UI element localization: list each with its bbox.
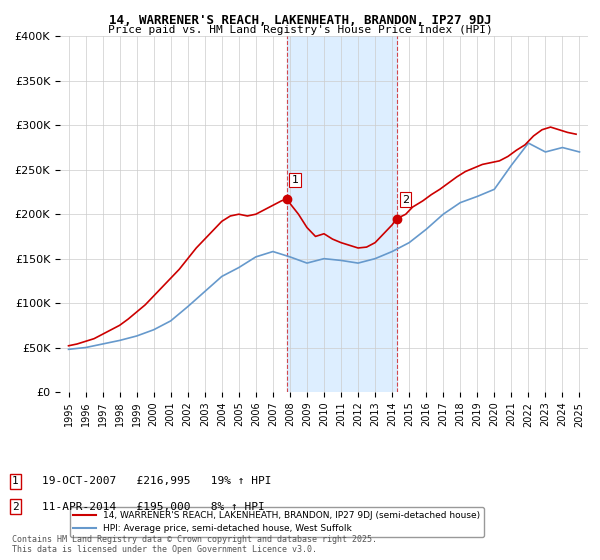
Text: 1: 1 bbox=[292, 175, 299, 185]
Text: 11-APR-2014   £195,000   8% ↑ HPI: 11-APR-2014 £195,000 8% ↑ HPI bbox=[42, 502, 265, 512]
Text: 1: 1 bbox=[12, 477, 19, 487]
Text: 2: 2 bbox=[402, 195, 409, 204]
Text: Contains HM Land Registry data © Crown copyright and database right 2025.
This d: Contains HM Land Registry data © Crown c… bbox=[12, 535, 377, 554]
Text: 19-OCT-2007   £216,995   19% ↑ HPI: 19-OCT-2007 £216,995 19% ↑ HPI bbox=[42, 477, 271, 487]
Text: 14, WARRENER'S REACH, LAKENHEATH, BRANDON, IP27 9DJ: 14, WARRENER'S REACH, LAKENHEATH, BRANDO… bbox=[109, 14, 491, 27]
Legend: 14, WARRENER'S REACH, LAKENHEATH, BRANDON, IP27 9DJ (semi-detached house), HPI: : 14, WARRENER'S REACH, LAKENHEATH, BRANDO… bbox=[70, 507, 484, 537]
Text: Price paid vs. HM Land Registry's House Price Index (HPI): Price paid vs. HM Land Registry's House … bbox=[107, 25, 493, 35]
Text: 2: 2 bbox=[12, 502, 19, 512]
Bar bbox=[287, 36, 397, 392]
